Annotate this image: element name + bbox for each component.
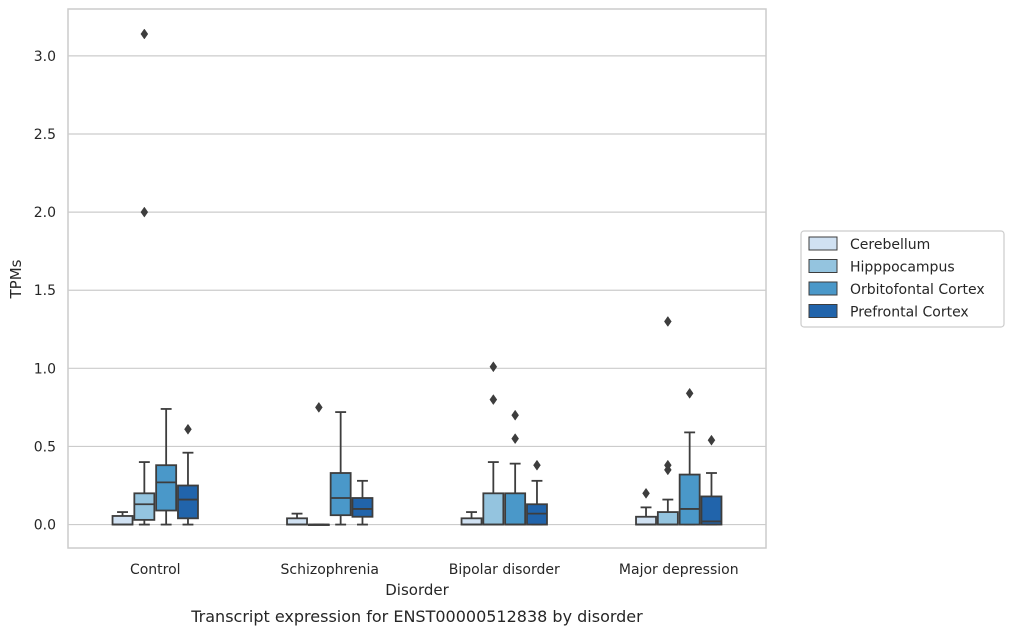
y-axis-ticks: 0.0 0.5 1.0 1.5 2.0 2.5 3.0 <box>34 49 56 534</box>
box-group <box>111 511 134 526</box>
outlier-point <box>685 387 694 399</box>
outlier-point <box>707 434 716 446</box>
legend-swatch <box>808 236 838 251</box>
outlier-point <box>511 433 519 445</box>
gridlines <box>68 55 766 526</box>
box <box>656 511 679 526</box>
box-group <box>155 408 178 526</box>
legend-entry: Cerebellum <box>850 237 930 253</box>
box <box>678 473 701 526</box>
box-group <box>460 511 483 526</box>
y-tick-label: 1.5 <box>34 283 56 299</box>
box <box>177 484 199 520</box>
box-group <box>307 401 330 526</box>
box-group <box>678 387 701 526</box>
box-group <box>635 487 657 526</box>
x-tick-label: Major depression <box>619 562 739 578</box>
legend-swatch <box>808 304 838 318</box>
box <box>700 495 723 526</box>
box <box>133 492 156 521</box>
y-axis-label: TPMs <box>7 259 25 299</box>
box <box>111 515 134 526</box>
outlier-point <box>315 401 323 413</box>
outlier-point <box>184 423 192 435</box>
box <box>635 515 657 526</box>
box-group <box>286 512 308 526</box>
legend-frame <box>800 230 1005 328</box>
outlier-point <box>489 361 498 373</box>
outlier-point <box>642 487 650 499</box>
outlier-point <box>140 206 149 218</box>
x-axis-label: Disorder <box>385 581 449 599</box>
box-group <box>656 316 679 526</box>
outlier-point <box>140 28 149 40</box>
y-tick-label: 2.5 <box>34 127 56 143</box>
y-tick-label: 1.0 <box>34 361 56 377</box>
chart-caption: Transcript expression for ENST0000051283… <box>190 607 643 626</box>
outlier-point <box>489 394 498 406</box>
box-group <box>504 409 527 526</box>
box <box>286 517 308 526</box>
y-tick-label: 0.0 <box>34 518 56 534</box>
outlier-point <box>533 459 541 471</box>
box-group <box>133 28 156 526</box>
legend-swatch <box>808 281 838 296</box>
box-group <box>351 479 374 526</box>
y-tick-label: 2.0 <box>34 205 56 221</box>
box <box>155 464 178 512</box>
box-group <box>700 434 723 526</box>
x-tick-label: Control <box>130 562 181 578</box>
box-group <box>482 361 505 526</box>
box <box>504 492 527 526</box>
boxes-layer <box>111 28 723 526</box>
outlier-point <box>511 409 519 421</box>
box-group <box>177 423 199 526</box>
plot-border <box>67 8 767 549</box>
y-tick-label: 3.0 <box>34 49 56 65</box>
box <box>482 492 505 526</box>
x-tick-label: Bipolar disorder <box>449 562 560 578</box>
x-tick-label: Schizophrenia <box>281 562 379 578</box>
box <box>460 517 483 526</box>
x-axis-ticks: Control Schizophrenia Bipolar disorder Majo… <box>130 562 739 578</box>
legend-entry: Hipppocampus <box>850 260 955 276</box>
legend: Cerebellum Hipppocampus Orbitofontal Corte… <box>800 230 1005 328</box>
box <box>351 497 374 518</box>
outlier-point <box>664 459 672 471</box>
legend-entry: Prefrontal Cortex <box>850 305 969 321</box>
legend-entry: Orbitofontal Cortex <box>850 282 985 298</box>
box-group <box>329 411 352 526</box>
y-tick-label: 0.5 <box>34 439 56 455</box>
box-group <box>526 459 548 526</box>
legend-swatch <box>808 259 838 273</box>
plot-frame <box>67 8 767 549</box>
box <box>329 472 352 517</box>
outlier-point <box>664 316 672 327</box>
